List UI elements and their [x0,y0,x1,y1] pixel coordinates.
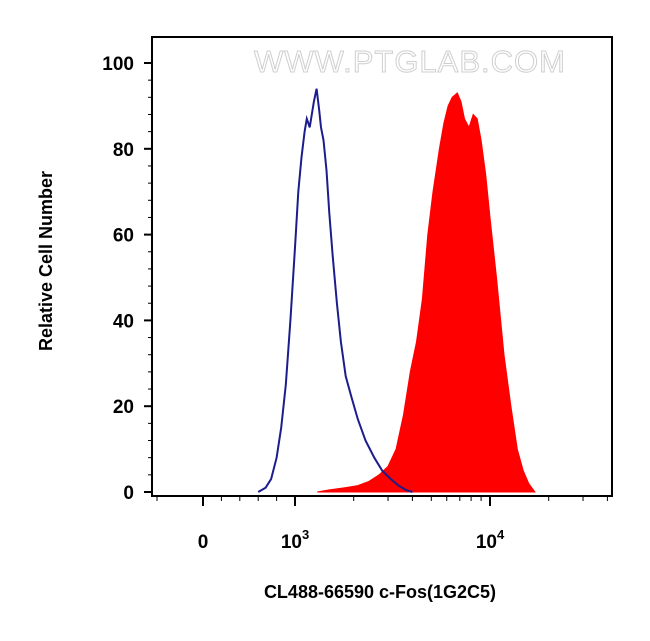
watermark-text: WWW.PTGLAB.COM [254,44,566,79]
y-tick-label: 80 [113,140,134,161]
x-tick-label: 103 [281,527,309,553]
series-filled-histogram [317,92,536,493]
x-tick-label: 104 [476,527,505,553]
y-tick-label: 100 [102,54,134,75]
x-tick-label: 0 [198,532,209,553]
y-tick-label: 20 [113,397,134,418]
y-tick-label: 60 [113,226,134,247]
y-tick-label: 0 [123,483,134,504]
x-axis-title: CL488-66590 c-Fos(1G2C5) [264,582,496,602]
plot-frame [151,36,613,497]
y-tick-label: 40 [113,311,134,332]
y-axis-title: Relative Cell Number [36,171,56,351]
series-outline-histogram [257,88,413,493]
